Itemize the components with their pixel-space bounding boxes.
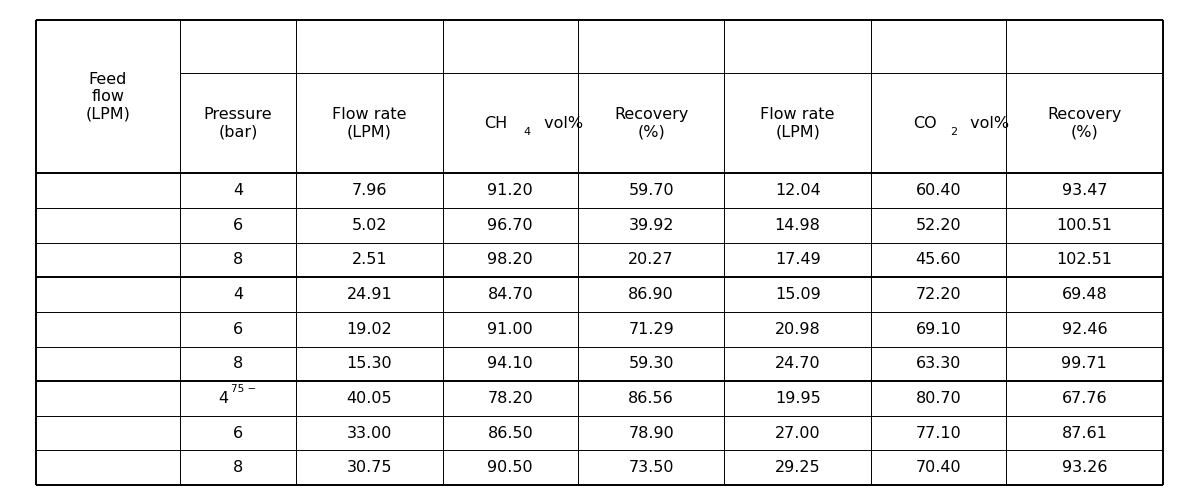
Text: 102.51: 102.51: [1057, 252, 1113, 268]
Text: 92.46: 92.46: [1061, 322, 1107, 336]
Text: 19.02: 19.02: [346, 322, 393, 336]
Text: 59.30: 59.30: [628, 356, 674, 372]
Text: Pressure
(bar): Pressure (bar): [203, 108, 273, 140]
Text: 27.00: 27.00: [775, 426, 820, 440]
Text: 59.70: 59.70: [628, 184, 674, 198]
Text: 60.40: 60.40: [915, 184, 962, 198]
Text: 12.04: 12.04: [775, 184, 820, 198]
Text: 70.40: 70.40: [915, 460, 962, 475]
Text: 77.10: 77.10: [915, 426, 962, 440]
Text: 19.95: 19.95: [775, 391, 820, 406]
Text: 15.30: 15.30: [346, 356, 393, 372]
Text: Flow rate
(LPM): Flow rate (LPM): [332, 108, 407, 140]
Text: Recovery
(%): Recovery (%): [614, 108, 688, 140]
Text: 93.47: 93.47: [1061, 184, 1107, 198]
Text: 5.02: 5.02: [352, 218, 387, 233]
Text: 84.70: 84.70: [488, 287, 533, 302]
Text: 78.20: 78.20: [488, 391, 533, 406]
Text: 94.10: 94.10: [488, 356, 533, 372]
Text: 93.26: 93.26: [1061, 460, 1107, 475]
Text: 98.20: 98.20: [488, 252, 533, 268]
Text: 100.51: 100.51: [1057, 218, 1113, 233]
Text: 86.56: 86.56: [628, 391, 674, 406]
Text: 67.76: 67.76: [1061, 391, 1107, 406]
Text: 6: 6: [233, 218, 243, 233]
Text: 24.70: 24.70: [775, 356, 820, 372]
Text: 90.50: 90.50: [488, 460, 533, 475]
Text: 2.51: 2.51: [351, 252, 387, 268]
Text: 78.90: 78.90: [628, 426, 674, 440]
Text: 4: 4: [233, 184, 243, 198]
Text: 39.92: 39.92: [628, 218, 674, 233]
Text: 24.91: 24.91: [346, 287, 393, 302]
Text: vol%: vol%: [965, 116, 1009, 131]
Text: Recovery
(%): Recovery (%): [1047, 108, 1121, 140]
Text: 71.29: 71.29: [628, 322, 674, 336]
Text: 8: 8: [233, 252, 243, 268]
Text: 20.27: 20.27: [628, 252, 674, 268]
Text: 86.90: 86.90: [628, 287, 674, 302]
Text: 29.25: 29.25: [775, 460, 820, 475]
Text: CO: CO: [913, 116, 937, 131]
Text: 4: 4: [524, 128, 531, 138]
Text: 73.50: 73.50: [628, 460, 674, 475]
Text: Feed
flow
(LPM): Feed flow (LPM): [86, 72, 130, 122]
Text: 80.70: 80.70: [915, 391, 962, 406]
Text: 91.20: 91.20: [488, 184, 533, 198]
Text: 52.20: 52.20: [915, 218, 962, 233]
Text: 72.20: 72.20: [915, 287, 962, 302]
Text: 40.05: 40.05: [346, 391, 393, 406]
Text: Flow rate
(LPM): Flow rate (LPM): [760, 108, 835, 140]
Text: 7.96: 7.96: [352, 184, 387, 198]
Text: 45.60: 45.60: [915, 252, 962, 268]
Text: 4: 4: [233, 287, 243, 302]
Text: 75 −: 75 −: [231, 384, 256, 394]
Text: 63.30: 63.30: [916, 356, 962, 372]
Text: 69.10: 69.10: [915, 322, 962, 336]
Text: 4: 4: [218, 391, 228, 406]
Text: 6: 6: [233, 426, 243, 440]
Text: 2: 2: [950, 128, 957, 138]
Text: 91.00: 91.00: [488, 322, 533, 336]
Text: 96.70: 96.70: [488, 218, 533, 233]
Text: 30.75: 30.75: [346, 460, 393, 475]
Text: 17.49: 17.49: [775, 252, 820, 268]
Text: 6: 6: [233, 322, 243, 336]
Text: 20.98: 20.98: [775, 322, 820, 336]
Text: 87.61: 87.61: [1061, 426, 1108, 440]
Text: 86.50: 86.50: [488, 426, 533, 440]
Text: 8: 8: [233, 460, 243, 475]
Text: 14.98: 14.98: [775, 218, 821, 233]
Text: 69.48: 69.48: [1061, 287, 1107, 302]
Text: 99.71: 99.71: [1061, 356, 1107, 372]
Text: 8: 8: [233, 356, 243, 372]
Text: CH: CH: [484, 116, 508, 131]
Text: 15.09: 15.09: [775, 287, 820, 302]
Text: 33.00: 33.00: [346, 426, 392, 440]
Text: vol%: vol%: [539, 116, 583, 131]
